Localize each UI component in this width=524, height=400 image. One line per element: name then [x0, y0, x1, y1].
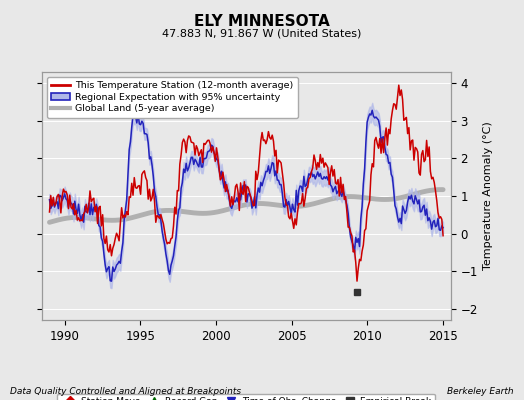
Text: ELY MINNESOTA: ELY MINNESOTA — [194, 14, 330, 29]
Y-axis label: Temperature Anomaly (°C): Temperature Anomaly (°C) — [483, 122, 493, 270]
Legend: Station Move, Record Gap, Time of Obs. Change, Empirical Break: Station Move, Record Gap, Time of Obs. C… — [58, 394, 435, 400]
Text: Data Quality Controlled and Aligned at Breakpoints: Data Quality Controlled and Aligned at B… — [10, 387, 242, 396]
Text: 47.883 N, 91.867 W (United States): 47.883 N, 91.867 W (United States) — [162, 29, 362, 39]
Text: Berkeley Earth: Berkeley Earth — [447, 387, 514, 396]
